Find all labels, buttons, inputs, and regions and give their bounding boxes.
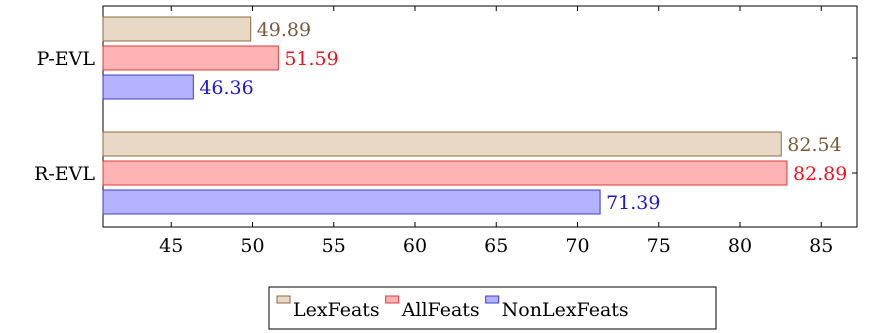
bar-allfeats-p-evl (102, 45, 279, 71)
bar-nonlexfeats-p-evl (102, 74, 194, 100)
plot-frame (102, 5, 858, 228)
data-label: 49.89 (257, 19, 311, 41)
x-tick-label: 45 (159, 235, 183, 257)
data-label: 51.59 (284, 48, 338, 70)
legend: LexFeats AllFeats NonLexFeats (268, 286, 717, 330)
x-tick-label: 50 (240, 235, 264, 257)
bar-lexfeats-r-evl (102, 131, 782, 157)
legend-label-allfeats: AllFeats (401, 299, 480, 321)
legend-label-nonlexfeats: NonLexFeats (502, 299, 629, 321)
x-tick-label: 75 (647, 235, 671, 257)
legend-label-lexfeats: LexFeats (293, 299, 380, 321)
x-tick-label: 70 (565, 235, 589, 257)
legend-box (268, 286, 717, 330)
category-label: P-EVL (37, 48, 96, 70)
x-tick-label: 55 (322, 235, 346, 257)
legend-swatch-nonlexfeats (485, 295, 500, 304)
data-label: 82.89 (793, 163, 847, 185)
legend-swatch-allfeats (385, 295, 400, 304)
data-label: 46.36 (199, 77, 253, 99)
x-tick-label: 85 (809, 235, 833, 257)
plot-area: 45 50 55 60 65 70 75 80 85 P-EVL 49.89 51.59 46.36 R-… (34, 5, 858, 257)
bar-nonlexfeats-r-evl (102, 189, 601, 215)
legend-swatch-lexfeats (276, 295, 291, 304)
x-tick-label: 80 (728, 235, 752, 257)
bar-allfeats-r-evl (102, 160, 788, 186)
x-tick-label: 65 (484, 235, 508, 257)
x-tick-label: 60 (403, 235, 427, 257)
category-label: R-EVL (34, 163, 95, 185)
data-label: 71.39 (606, 192, 660, 214)
data-label: 82.54 (787, 134, 841, 156)
bar-lexfeats-p-evl (102, 16, 252, 42)
